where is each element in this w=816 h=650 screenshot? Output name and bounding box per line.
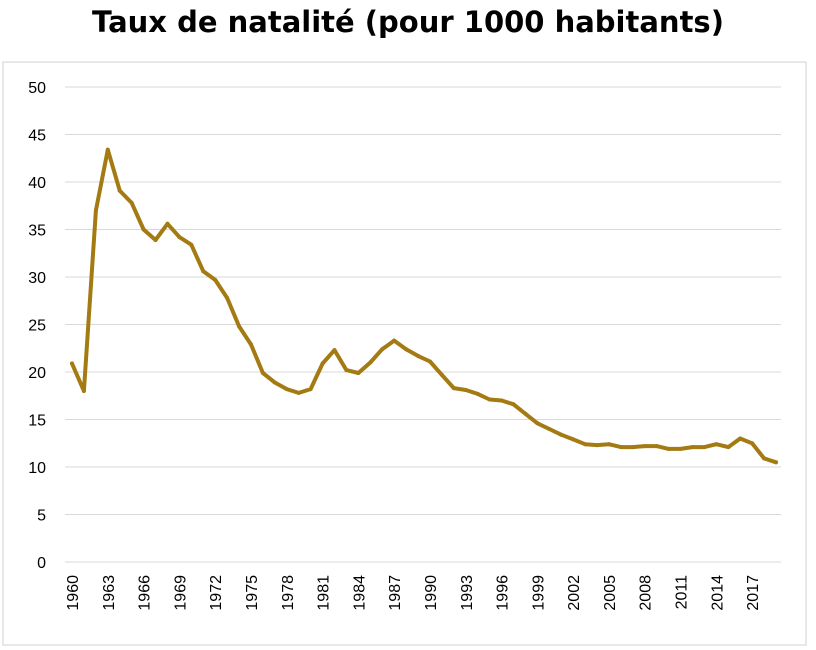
x-tick-label: 1999	[530, 575, 547, 611]
data-point	[272, 380, 277, 385]
data-point	[487, 397, 492, 402]
y-tick-label: 0	[37, 555, 46, 572]
data-point	[368, 360, 373, 365]
data-point	[189, 242, 194, 247]
x-tick-label: 1963	[101, 575, 118, 611]
data-point	[177, 235, 182, 240]
x-tick-label: 1972	[208, 575, 225, 611]
data-point	[344, 368, 349, 373]
data-point	[523, 411, 528, 416]
data-point	[511, 402, 516, 407]
y-tick-label: 15	[28, 413, 46, 430]
data-point	[606, 442, 611, 447]
data-point	[332, 348, 337, 353]
data-point	[714, 442, 719, 447]
data-point	[320, 361, 325, 366]
y-tick-label: 50	[28, 80, 46, 97]
data-point	[260, 371, 265, 375]
data-point	[475, 391, 480, 396]
data-point	[678, 446, 683, 451]
data-point	[654, 444, 659, 449]
data-point	[356, 371, 361, 375]
data-point	[702, 445, 707, 450]
data-point	[618, 445, 623, 450]
data-point	[237, 324, 242, 329]
x-tick-label: 1966	[137, 575, 154, 611]
x-tick-label: 2011	[674, 575, 691, 610]
y-tick-label: 25	[28, 318, 46, 335]
data-point	[70, 361, 74, 366]
chart-frame	[2, 61, 807, 646]
series-layer	[70, 147, 778, 465]
data-point	[129, 200, 134, 205]
y-tick-label: 10	[28, 460, 46, 477]
x-axis-ticks: 1960 1963 1966 1969 1972 1975 1978 1981 1984 1987…	[65, 575, 762, 611]
x-tick-label: 2002	[566, 575, 583, 611]
x-tick-label: 1978	[280, 575, 297, 611]
data-point	[105, 147, 110, 152]
data-point	[392, 338, 397, 343]
x-tick-label: 2005	[602, 575, 619, 611]
x-tick-label: 1975	[244, 575, 261, 611]
data-point	[308, 387, 313, 392]
data-point	[451, 386, 456, 391]
x-tick-label: 1984	[351, 575, 368, 611]
data-point	[93, 208, 98, 213]
data-point	[762, 456, 767, 461]
x-tick-label: 1960	[65, 575, 82, 611]
x-tick-label: 1981	[316, 575, 333, 611]
x-tick-label: 1993	[459, 575, 476, 611]
data-point	[380, 347, 385, 352]
x-tick-label: 1987	[387, 575, 404, 611]
data-point	[117, 188, 122, 193]
data-point	[165, 221, 170, 226]
data-point	[439, 372, 444, 377]
data-point	[225, 295, 230, 300]
data-point	[595, 443, 599, 448]
data-point	[738, 436, 743, 441]
data-point	[153, 238, 158, 242]
gridlines	[65, 86, 781, 563]
data-point	[583, 442, 588, 447]
data-point	[547, 427, 552, 431]
data-point	[726, 445, 731, 450]
y-tick-label: 30	[28, 270, 46, 287]
data-point	[81, 389, 86, 393]
y-tick-label: 45	[28, 128, 46, 145]
data-point	[571, 437, 576, 442]
data-point	[416, 353, 420, 358]
y-tick-label: 35	[28, 223, 46, 240]
data-point	[642, 444, 647, 449]
y-axis-ticks: 0 5 10 15 20 25 30 35 40 45 50	[28, 80, 46, 572]
x-tick-label: 1990	[423, 575, 440, 611]
data-point	[499, 398, 504, 403]
data-point	[213, 277, 218, 282]
data-point	[690, 445, 695, 450]
y-tick-label: 20	[28, 365, 46, 382]
y-tick-label: 40	[28, 175, 46, 192]
data-point	[296, 390, 301, 395]
data-point	[428, 359, 432, 364]
data-point	[463, 388, 468, 392]
x-tick-label: 1969	[172, 575, 189, 611]
x-tick-label: 1996	[495, 575, 512, 611]
data-point	[774, 460, 778, 465]
x-tick-label: 2014	[709, 575, 726, 611]
data-point	[666, 446, 671, 451]
chart-title: Taux de natalité (pour 1000 habitants)	[92, 5, 724, 39]
data-point	[404, 347, 409, 352]
data-point	[559, 432, 564, 437]
series-line	[70, 147, 778, 465]
data-point	[249, 342, 253, 347]
data-point	[201, 269, 206, 274]
data-point	[284, 387, 289, 392]
x-tick-label: 2017	[745, 575, 762, 611]
x-tick-label: 2008	[638, 575, 655, 611]
y-tick-label: 5	[37, 508, 46, 525]
data-point	[750, 441, 755, 446]
data-point	[535, 421, 540, 426]
data-point	[141, 227, 146, 232]
data-point	[630, 445, 635, 450]
